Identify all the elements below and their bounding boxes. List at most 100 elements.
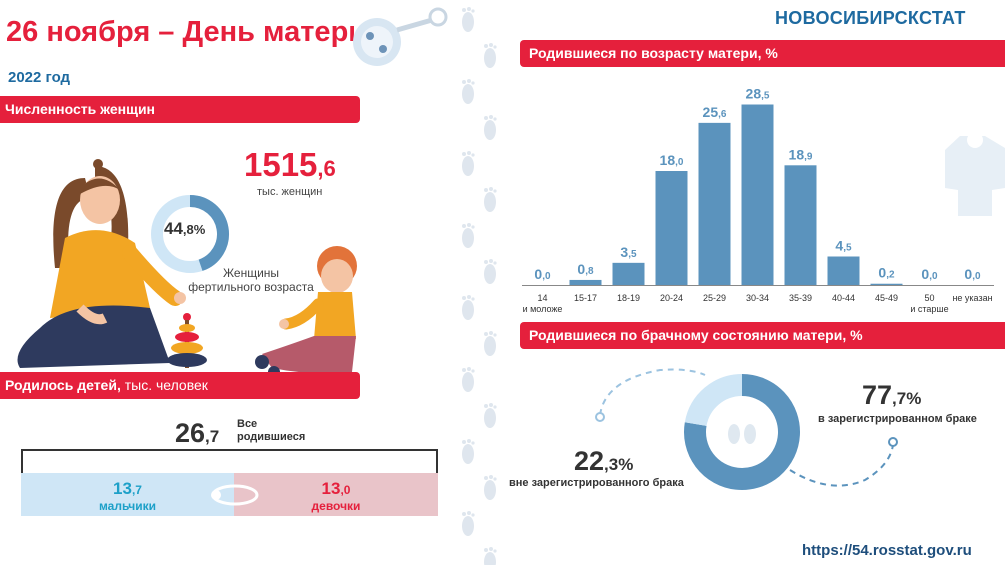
boys-value: 13,7: [21, 479, 234, 499]
age-category-label: 30-34: [746, 293, 769, 303]
page-title: 26 ноября – День матери: [6, 16, 367, 48]
age-bar-value-label: 0,2: [878, 265, 895, 281]
footprint-icon: [462, 7, 475, 32]
toy-pyramid-icon: [167, 313, 207, 368]
births-banner: Родилось детей, тыс. человек: [0, 372, 360, 399]
registered-connector: [789, 444, 894, 487]
fertile-donut-chart: [151, 195, 229, 273]
age-category-label: 40-44: [832, 293, 855, 303]
boys-label: мальчики: [98, 499, 157, 513]
women-banner-text: Численность женщин: [5, 101, 156, 117]
age-bar: [612, 262, 645, 285]
age-chart-banner-text: Родившиеся по возрасту матери, %: [529, 45, 778, 61]
women-total-int: 1515: [244, 146, 318, 183]
fertile-caption: Женщины фертильного возраста: [188, 266, 314, 294]
rattle-icon: [353, 7, 448, 66]
year-label: 2022 год: [8, 69, 71, 86]
births-total-int: 26: [175, 418, 206, 448]
connector-dot: [888, 437, 898, 447]
boys-segment: 13,7 мальчики: [21, 473, 234, 516]
footprint-icon: [484, 259, 497, 284]
age-category-label: 15-17: [574, 293, 597, 303]
births-bracket: [21, 449, 438, 475]
age-bar-value-label: 0,0: [534, 266, 551, 282]
age-category-label: не указан: [952, 293, 992, 303]
fertile-share-value: 44,8%: [164, 219, 205, 239]
registered-dec: ,7%: [892, 389, 922, 408]
women-total-dec: ,6: [317, 156, 336, 181]
age-bar-value-label: 18,0: [660, 152, 684, 168]
boys-int: 13: [113, 479, 132, 498]
age-category-label: и моложе: [523, 304, 563, 314]
age-category-label: и старше: [910, 304, 948, 314]
age-bar-value-label: 28,5: [746, 86, 770, 102]
unregistered-label: вне зарегистрированного брака: [509, 477, 684, 489]
child-illustration-icon: [255, 246, 357, 378]
age-bar-value-label: 0,0: [921, 266, 938, 282]
baby-onesie-icon: [945, 132, 1005, 216]
mother-illustration-icon: [17, 159, 186, 368]
girls-label: девочки: [311, 499, 361, 513]
girls-dec: ,0: [340, 483, 351, 497]
footprint-icon: [462, 79, 475, 104]
footprint-icon: [484, 331, 497, 356]
boys-dec: ,7: [131, 483, 142, 497]
unregistered-connector: [599, 368, 706, 416]
registered-int: 77: [862, 380, 893, 410]
age-bar: [741, 104, 774, 285]
fertile-share-int: 44: [164, 219, 183, 238]
marital-chart-banner: Родившиеся по брачному состоянию матери,…: [520, 322, 1005, 349]
baby-feet-icon: [728, 424, 756, 444]
age-category-label: 18-19: [617, 293, 640, 303]
age-chart-axis: [522, 285, 994, 286]
age-bar: [698, 122, 731, 285]
girls-int: 13: [321, 479, 341, 498]
age-chart-banner: Родившиеся по возрасту матери, %: [520, 40, 1005, 67]
age-bar: [827, 256, 860, 285]
age-bar-value-label: 0,8: [577, 261, 594, 277]
footprint-icon: [462, 223, 475, 248]
age-bar: [569, 279, 602, 285]
girls-value: 13,0: [234, 479, 438, 499]
age-bar-value-label: 0,0: [964, 266, 981, 282]
fertile-share-dec: ,8%: [182, 222, 206, 237]
age-category-label: 45-49: [875, 293, 898, 303]
agency-logo-text: НОВОСИБИРСКСТАТ: [775, 8, 966, 28]
births-banner-text: Родилось детей,: [5, 377, 121, 393]
unregistered-int: 22: [574, 446, 605, 476]
women-total-number: 1515,6: [244, 146, 336, 184]
fertile-donut-slice: [189, 195, 229, 271]
age-category-label: 35-39: [789, 293, 812, 303]
age-bar-value-label: 25,6: [703, 104, 727, 120]
footprint-icon: [462, 439, 475, 464]
footprint-icon: [484, 115, 497, 140]
girls-segment: 13,0 девочки: [234, 473, 438, 516]
age-bar-value-label: 4,5: [835, 238, 852, 254]
age-category-label: 50: [924, 293, 934, 303]
women-banner: Численность женщин: [0, 96, 360, 123]
unregistered-dec: ,3%: [604, 455, 634, 474]
footprint-icon: [484, 43, 497, 68]
age-bar-value-label: 18,9: [789, 146, 813, 162]
footprint-icon: [462, 511, 475, 536]
footprint-icon: [462, 295, 475, 320]
unregistered-value: 22,3%: [574, 446, 633, 477]
footprint-icon: [484, 403, 497, 428]
registered-label: в зарегистрированном браке: [818, 413, 977, 425]
births-banner-unit: тыс. человек: [120, 377, 208, 393]
age-bar-value-label: 3,5: [620, 244, 637, 260]
age-category-label: 20-24: [660, 293, 683, 303]
footprints-divider-icon: [462, 7, 497, 565]
safety-pin-icon: [211, 484, 259, 506]
connector-dot: [595, 412, 605, 422]
footprint-icon: [462, 151, 475, 176]
age-bar: [655, 171, 688, 285]
women-total-unit: тыс. женщин: [257, 186, 323, 198]
age-bar-chart: 0,0 14и моложе 0,8 15-17 3,5 18-19 18,0 20-24 25…: [523, 86, 993, 315]
website-link[interactable]: https://54.rosstat.gov.ru: [802, 542, 972, 559]
age-bar: [784, 165, 817, 285]
births-total-number: 26,7: [175, 418, 219, 449]
unregistered-slice: [684, 374, 743, 427]
footprint-icon: [484, 187, 497, 212]
